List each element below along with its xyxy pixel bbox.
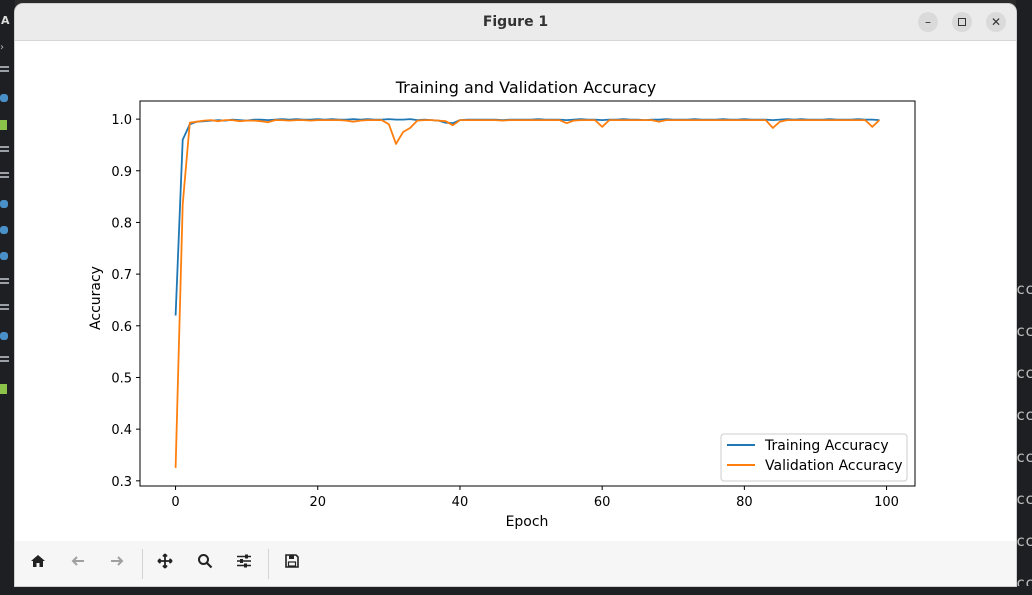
x-tick-label: 60 [594,495,611,510]
terminal-text: ccu [1016,490,1032,508]
figure-window: Figure 1 – ✕ Training and Validation Acc… [15,4,1016,586]
maximize-icon [958,18,966,26]
forward-button[interactable] [106,553,128,575]
zoom-icon [198,554,213,569]
save-button[interactable] [281,553,303,575]
save-icon [285,554,299,568]
matplotlib-toolbar [15,541,1016,586]
close-icon: ✕ [990,15,1002,29]
y-tick-label: 0.3 [111,475,132,490]
maximize-button[interactable] [952,12,972,32]
terminal-text: ccu [1016,448,1032,466]
terminal-text: ccu [1016,280,1032,298]
pan-icon [157,553,173,569]
terminal-text: ccu [1016,406,1032,424]
home-icon [31,555,45,567]
chevron-right-icon: › [0,42,4,53]
sidebar-letter: A [1,14,10,27]
back-icon [71,556,84,566]
x-tick-label: 80 [736,495,753,510]
file-icon [0,384,7,394]
text-file-icon [0,356,9,362]
series-lines [174,118,881,468]
legend: Training Accuracy Validation Accuracy [720,433,908,482]
terminal-text: ccu [1016,322,1032,340]
python-file-icon [0,200,8,208]
text-file-icon [0,304,9,310]
y-tick-label: 1.0 [111,113,132,128]
plot-frame [139,100,916,487]
y-tick-label: 0.8 [111,216,132,231]
minimize-icon: – [925,15,931,29]
python-file-icon [0,332,8,340]
y-tick-label: 0.7 [111,268,132,283]
text-file-icon [0,278,9,284]
axes: 0 20 40 60 80 100 0.3 0.4 0.5 0.6 0.7 0.8 0.9 1.0 [111,100,916,510]
x-tick-label: 20 [309,495,326,510]
text-file-icon [0,172,9,178]
y-tick-label: 0.4 [111,423,132,438]
training-accuracy-line [174,118,880,316]
minimize-button[interactable]: – [918,12,938,32]
window-titlebar[interactable]: Figure 1 – ✕ [15,4,1016,41]
file-icon [0,120,7,130]
x-tick-label: 100 [874,495,899,510]
terminal-background: ccu ccu ccu ccu ccu ccu ccu ccu [1016,0,1032,595]
chart: Training and Validation Accuracy Epoch A… [88,78,916,530]
x-tick-label: 40 [452,495,469,510]
home-button[interactable] [27,553,49,575]
zoom-button[interactable] [194,553,216,575]
validation-accuracy-line [174,119,881,468]
text-file-icon [0,146,9,152]
terminal-text: ccu [1016,532,1032,550]
ide-sidebar-background: A › [0,0,15,595]
toolbar-separator [142,549,143,579]
python-file-icon [0,94,8,102]
legend-box [720,433,908,482]
chart-title: Training and Validation Accuracy [395,78,657,97]
pan-button[interactable] [154,553,176,575]
legend-label-training: Training Accuracy [764,438,889,454]
plot-canvas[interactable]: Training and Validation Accuracy Epoch A… [15,41,1016,541]
legend-label-validation: Validation Accuracy [765,458,903,474]
configure-subplots-button[interactable] [233,553,255,575]
terminal-text: ccu [1016,364,1032,382]
close-button[interactable]: ✕ [986,12,1006,32]
window-title: Figure 1 [482,14,549,30]
y-axis-label: Accuracy [88,266,104,330]
forward-icon [111,556,124,566]
back-button[interactable] [67,553,89,575]
y-tick-label: 0.5 [111,371,132,386]
x-tick-label: 0 [171,495,179,510]
y-tick-label: 0.9 [111,165,132,180]
y-tick-label: 0.6 [111,320,132,335]
configure-subplots-icon [237,554,251,568]
text-file-icon [0,66,9,72]
x-axis-label: Epoch [506,514,549,530]
toolbar-separator [268,549,269,579]
python-file-icon [0,252,8,260]
terminal-bottom-background [15,586,1032,595]
python-file-icon [0,226,8,234]
